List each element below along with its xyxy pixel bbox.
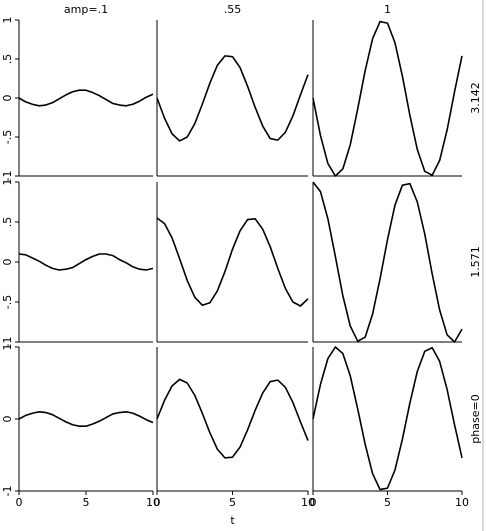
y-tick-label: .5 — [1, 217, 14, 228]
y-tick-label: .5 — [1, 54, 14, 65]
row-label: 1.571 — [469, 246, 482, 278]
series-line — [312, 20, 463, 177]
y-tick-label: 0 — [1, 259, 14, 266]
y-tick-label: -1 — [1, 171, 14, 182]
y-tick-label: -.5 — [1, 130, 14, 144]
x-tick-label: 10 — [455, 496, 469, 509]
y-tick-label: 1 — [1, 344, 14, 351]
row-label: phase=0 — [469, 394, 482, 443]
column-title: 1 — [384, 3, 391, 16]
column-title: .55 — [224, 3, 242, 16]
x-tick-label: 0 — [310, 496, 317, 509]
x-tick-label: 5 — [83, 496, 90, 509]
x-tick-label: 0 — [154, 496, 161, 509]
y-tick-label: -.5 — [1, 295, 14, 309]
series-line — [156, 55, 309, 142]
y-tick-label: 0 — [1, 416, 14, 423]
y-tick-label: -1 — [1, 486, 14, 497]
x-tick-label: 5 — [384, 496, 391, 509]
x-tick-label: 10 — [146, 496, 160, 509]
y-tick-label: 1 — [1, 17, 14, 24]
column-title: amp=.1 — [64, 3, 108, 16]
series-line — [18, 253, 154, 271]
row-label: 3.142 — [469, 82, 482, 114]
x-axis-label: t — [230, 514, 235, 527]
series-line — [156, 378, 309, 459]
series-line — [156, 217, 309, 307]
y-tick-label: 1 — [1, 179, 14, 186]
series-line — [312, 346, 463, 491]
x-tick-label: 0 — [16, 496, 23, 509]
y-tick-label: 0 — [1, 95, 14, 102]
series-line — [18, 89, 154, 107]
series-line — [312, 181, 463, 343]
x-tick-label: 5 — [229, 496, 236, 509]
y-tick-label: -1 — [1, 337, 14, 348]
x-tick-label: 10 — [301, 496, 315, 509]
series-line — [18, 411, 154, 427]
